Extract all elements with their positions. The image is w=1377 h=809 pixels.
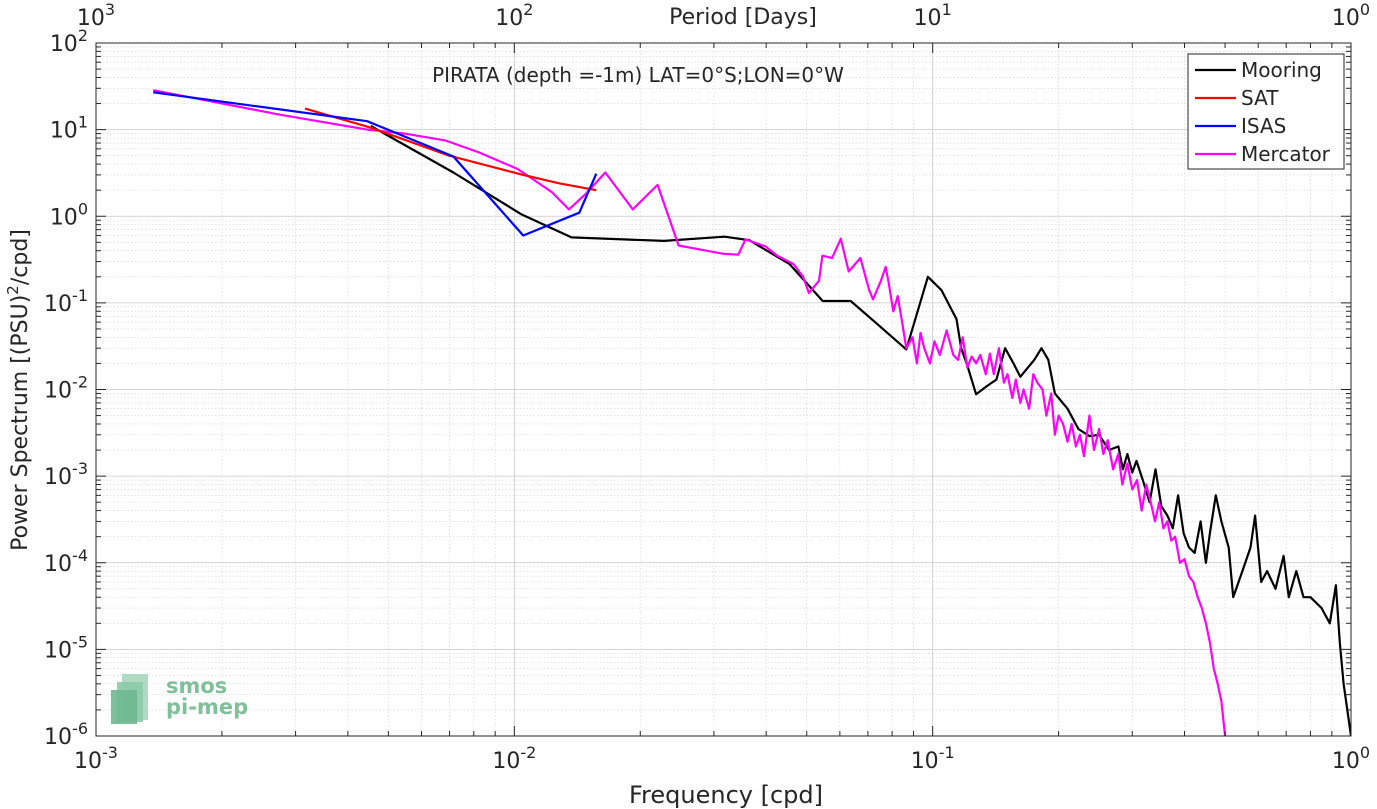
legend: Mooring SAT ISAS Mercator — [1187, 53, 1345, 170]
top-tick-label: 101 — [914, 0, 952, 31]
logo-text-smos: smos — [166, 674, 227, 698]
x-axis-label: Frequency [cpd] — [629, 781, 823, 809]
x-tick-label: 10-3 — [74, 743, 118, 774]
top-tick-label: 103 — [77, 0, 115, 31]
series-line-mercator — [152, 89, 1227, 736]
y-axis-label-main: Power Spectrum [(PSU) — [8, 295, 33, 551]
tick-marks — [95, 42, 1352, 737]
y-tick-label: 10-2 — [44, 373, 88, 404]
legend-label-mooring: Mooring — [1241, 58, 1322, 82]
y-tick-label: 10-5 — [44, 632, 88, 663]
series-line-isas — [153, 91, 598, 237]
x-tick-label: 100 — [1332, 743, 1370, 774]
legend-label-mercator: Mercator — [1241, 142, 1331, 166]
y-axis-label-sup: 2 — [4, 285, 22, 295]
top-axis-label: Period [Days] — [669, 5, 817, 30]
y-tick-label: 10-3 — [44, 459, 88, 490]
legend-label-sat: SAT — [1241, 86, 1279, 110]
y-tick-label: 102 — [50, 26, 88, 57]
series-layer — [152, 89, 1351, 736]
chart-title: PIRATA (depth =-1m) LAT=0°S;LON=0°W — [432, 63, 844, 87]
x-tick-label: 10-1 — [911, 743, 955, 774]
top-tick-label: 100 — [1332, 0, 1370, 31]
y-tick-label: 10-4 — [44, 546, 88, 577]
logo-text-pi-mep: pi-mep — [166, 695, 248, 719]
y-tick-label: 10-1 — [44, 286, 88, 317]
legend-label-isas: ISAS — [1241, 114, 1286, 138]
smos-pi-mep-logo: smos pi-mep — [111, 674, 248, 724]
y-tick-label: 10-6 — [44, 719, 88, 750]
legend-box — [1187, 53, 1345, 170]
series-line-mooring — [370, 125, 1351, 736]
y-tick-label: 101 — [50, 113, 88, 144]
x-tick-label: 10-2 — [492, 743, 536, 774]
top-tick-label: 102 — [495, 0, 533, 31]
y-tick-label: 100 — [50, 199, 88, 230]
y-axis-label: Power Spectrum [(PSU)2/cpd] — [4, 229, 33, 551]
series-line-sat — [304, 107, 597, 192]
y-axis-label-tail: /cpd] — [8, 229, 33, 285]
